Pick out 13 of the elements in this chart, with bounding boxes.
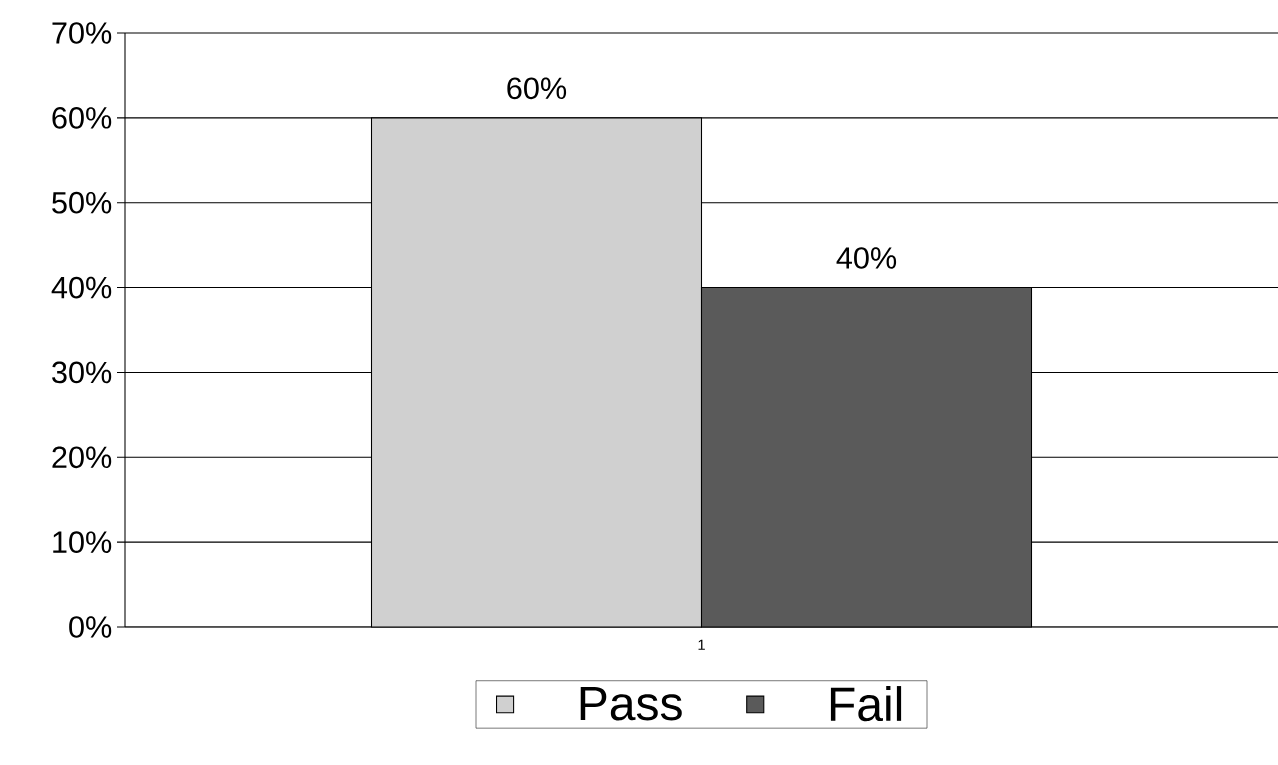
y-tick-label: 50%: [52, 191, 112, 214]
data-label: 40%: [836, 247, 897, 269]
y-tick-label: 0%: [69, 616, 112, 638]
x-tick-label: 1: [698, 639, 705, 650]
y-tick-label: 20%: [52, 446, 112, 469]
y-tick-label: 70%: [52, 22, 112, 44]
legend-label: Pass: [580, 686, 682, 721]
legend-label: Fail: [830, 686, 902, 722]
y-tick-label: 30%: [52, 361, 112, 384]
y-tick-label: 10%: [53, 531, 112, 553]
y-tick-label: 40%: [51, 276, 112, 299]
data-label: 60%: [507, 77, 567, 100]
y-tick-label: 60%: [52, 107, 112, 129]
